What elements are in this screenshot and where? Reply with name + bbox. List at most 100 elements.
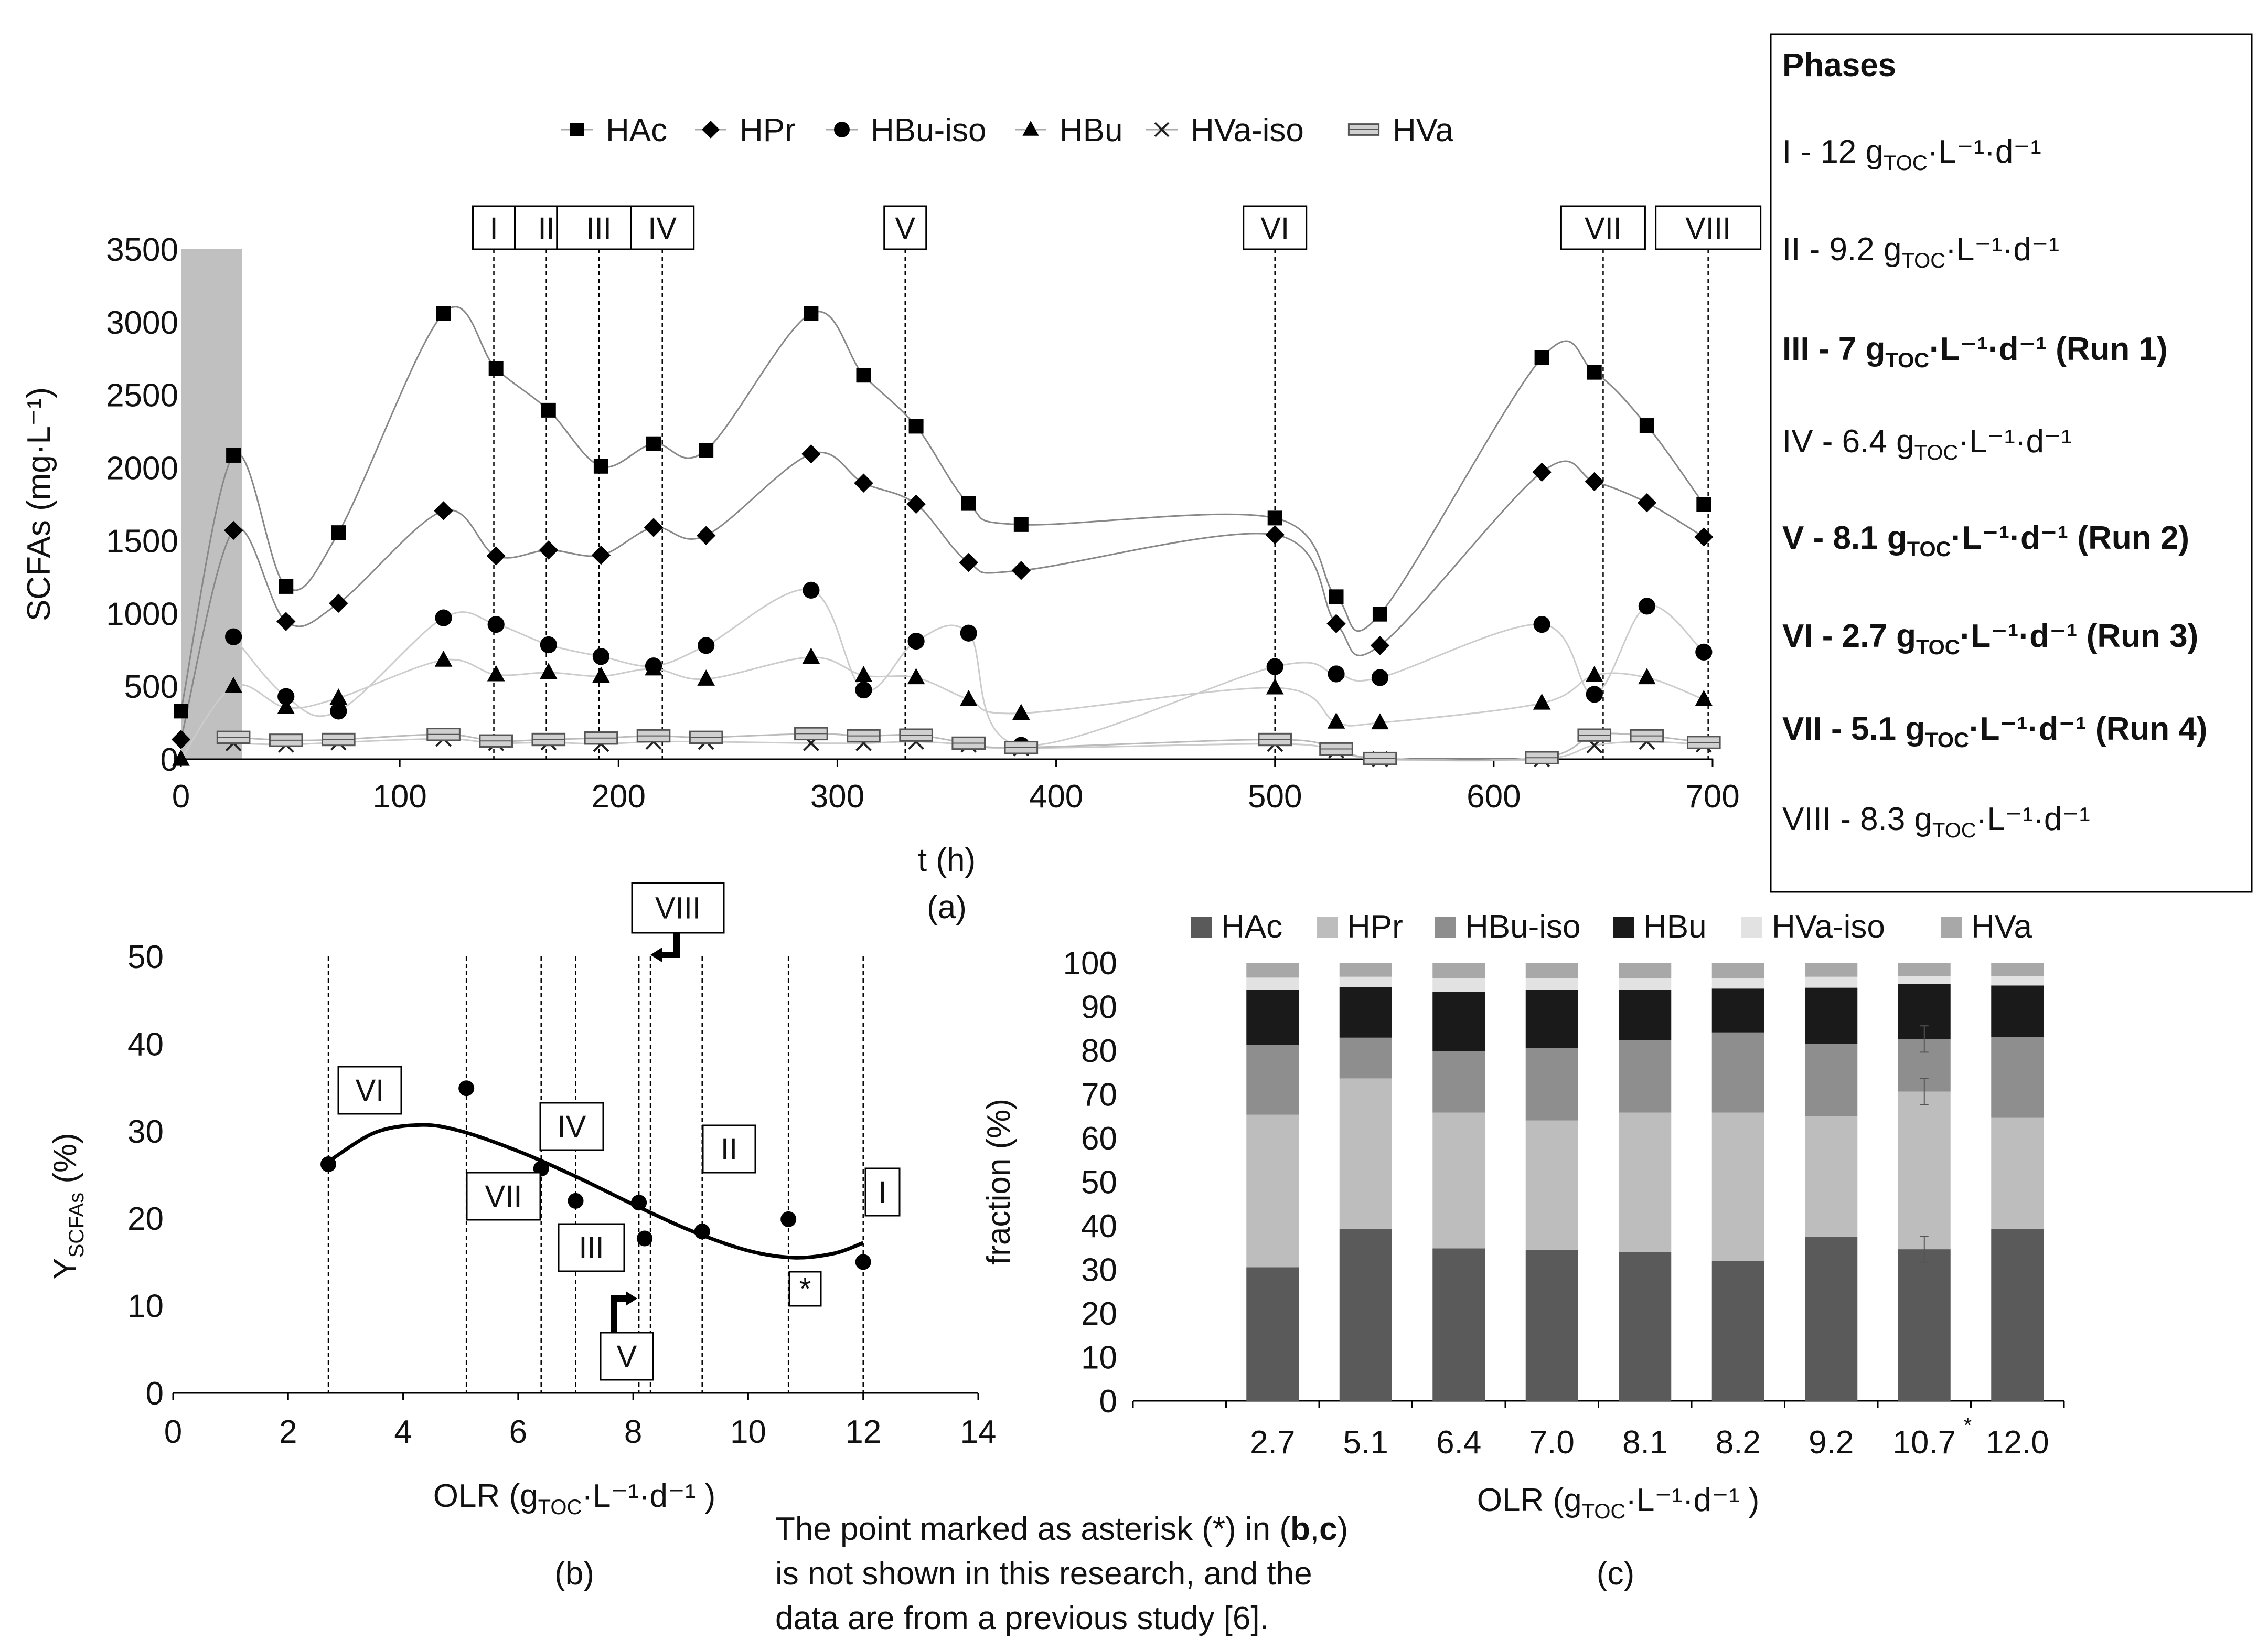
x-tick-label: 4 xyxy=(394,1414,412,1450)
panel-label-a: (a) xyxy=(927,889,967,925)
bar-segment-hva xyxy=(1805,963,1858,977)
phase-subscript: TOC xyxy=(1901,249,1945,272)
bar-segment-hva-iso xyxy=(1619,978,1672,990)
bar-segment-hva xyxy=(1619,963,1672,979)
point-hac xyxy=(593,459,608,474)
x-tick-label: 6 xyxy=(509,1414,527,1450)
bar-segment-hbu xyxy=(1991,985,2044,1037)
point-hbu-iso xyxy=(435,609,452,626)
phase-run: (Run 2) xyxy=(2068,520,2189,556)
bar-segment-hbu-iso xyxy=(1246,1045,1299,1115)
bar-segment-hva-iso xyxy=(1339,976,1392,987)
bar-segment-hac xyxy=(1246,1267,1299,1401)
bar-segment-hpr xyxy=(1246,1114,1299,1268)
point-hbu-iso xyxy=(487,616,505,633)
phase-label: IV xyxy=(558,1110,586,1144)
legend-marker-hac xyxy=(570,123,584,136)
legend-swatch-hpr xyxy=(1317,917,1338,938)
legend-label-hbu: HBu xyxy=(1060,112,1123,148)
point-hbu-iso xyxy=(592,648,610,665)
footnote-bold: b xyxy=(1290,1511,1310,1547)
point-hpr xyxy=(171,730,191,749)
phase-label: I xyxy=(878,1175,886,1209)
phase-units: ·L⁻¹·d⁻¹ xyxy=(1929,331,2047,367)
point-hbu-iso xyxy=(907,632,925,650)
x-category-label: 8.2 xyxy=(1716,1424,1761,1461)
y-tick-label: 2500 xyxy=(106,378,178,414)
point-hbu xyxy=(1638,668,1656,685)
phase-marker-label: V xyxy=(895,211,915,246)
phase-subscript: TOC xyxy=(1884,152,1928,175)
phase-subscript: TOC xyxy=(1914,441,1959,464)
footnote-line-3: data are from a previous study [6]. xyxy=(775,1600,1269,1636)
chart-c: 0 10 20 30 40 50 60 70 80 90 100 2.7 5.1 6.4 7.0 8.1 8.2… xyxy=(981,909,2065,1592)
phase-marker-box xyxy=(556,205,642,250)
legend-marker-hva-iso xyxy=(1154,122,1170,137)
y-axis-title: SCFAs (mg·L⁻¹) xyxy=(21,387,57,621)
point-hpr xyxy=(1694,527,1714,547)
point-hbu xyxy=(907,668,925,685)
series-line-hac xyxy=(180,306,1705,711)
x-tick-label: 8 xyxy=(624,1414,642,1450)
point-hpr xyxy=(1011,561,1031,580)
phase-item: II - 9.2 gTOC·L⁻¹·d⁻¹ xyxy=(1782,231,2059,272)
point-hpr xyxy=(1265,525,1285,545)
y-tick-label: 3000 xyxy=(106,305,178,341)
phase-subscript: TOC xyxy=(1907,538,1951,561)
point-hbu-iso xyxy=(277,688,295,705)
chart-a: 0 100 200 300 400 500 600 700 0 500 1000 1500 2000 25… xyxy=(21,205,1762,925)
axis-subscript: TOC xyxy=(538,1496,582,1519)
phase-text: VI - 2.7 g xyxy=(1782,618,1916,654)
point-hbu xyxy=(1371,713,1389,730)
point-hbu xyxy=(1585,666,1603,682)
phases-title: Phases xyxy=(1782,47,1896,83)
data-point xyxy=(694,1224,710,1240)
bar-segment-hbu xyxy=(1246,990,1299,1045)
phase-marker-box xyxy=(1560,205,1646,250)
legend-swatch-hbu-iso xyxy=(1435,917,1456,938)
phase-run: (Run 4) xyxy=(2087,711,2208,747)
x-axis-title: t (h) xyxy=(918,842,976,878)
bar-segment-hva-iso xyxy=(1432,978,1485,992)
point-hbu xyxy=(487,665,505,682)
point-hpr xyxy=(801,444,821,464)
phase-marker-label: IV xyxy=(648,211,677,246)
point-hbu-iso xyxy=(1328,665,1345,683)
axis-text: OLR (g xyxy=(1477,1482,1582,1518)
bar-segment-hva-iso xyxy=(1898,976,1951,984)
point-hpr xyxy=(1370,636,1390,655)
point-hpr xyxy=(591,546,611,565)
axis-text: (%) xyxy=(47,1133,83,1193)
bar-segment-hbu-iso xyxy=(1619,1040,1672,1113)
legend-label-hbu-iso: HBu-iso xyxy=(871,112,987,148)
phase-label: VII xyxy=(485,1179,522,1214)
axis-subscript: SCFAs xyxy=(65,1193,88,1258)
point-hac xyxy=(1267,510,1282,526)
y-tick-label: 50 xyxy=(1081,1165,1117,1201)
x-tick-label: 2 xyxy=(279,1414,297,1450)
y-tick-label: 500 xyxy=(124,669,178,705)
phase-subscript: TOC xyxy=(1932,819,1976,842)
point-hac xyxy=(226,448,241,463)
legend-marker-hpr xyxy=(702,121,720,139)
bar-segment-hbu xyxy=(1525,989,1578,1048)
phase-item: VIII - 8.3 gTOC·L⁻¹·d⁻¹ xyxy=(1782,801,2090,842)
legend-label-hva: HVa xyxy=(1971,909,2032,945)
point-hbu-iso xyxy=(1371,669,1389,686)
point-hbu xyxy=(1533,693,1551,710)
legend-marker-hbu-iso xyxy=(834,122,850,137)
phase-label-box xyxy=(702,1124,756,1174)
point-hbu xyxy=(1012,704,1030,720)
x-category-label: 8.1 xyxy=(1622,1424,1667,1461)
point-hpr xyxy=(1326,614,1346,633)
phase-marker-label: I xyxy=(489,211,498,246)
y-tick-label: 10 xyxy=(127,1289,164,1325)
bar-segment-hva xyxy=(1525,963,1578,978)
point-hbu xyxy=(224,676,242,693)
phase-item: VI - 2.7 gTOC·L⁻¹·d⁻¹ (Run 3) xyxy=(1782,618,2198,659)
phase-item: VII - 5.1 gTOC·L⁻¹·d⁻¹ (Run 4) xyxy=(1782,711,2207,752)
phase-subscript: TOC xyxy=(1925,729,1969,752)
x-tick-label: 200 xyxy=(592,779,646,815)
bar-segment-hva xyxy=(1898,963,1951,976)
footnote-text: The point marked as asterisk (*) in ( xyxy=(775,1511,1290,1547)
